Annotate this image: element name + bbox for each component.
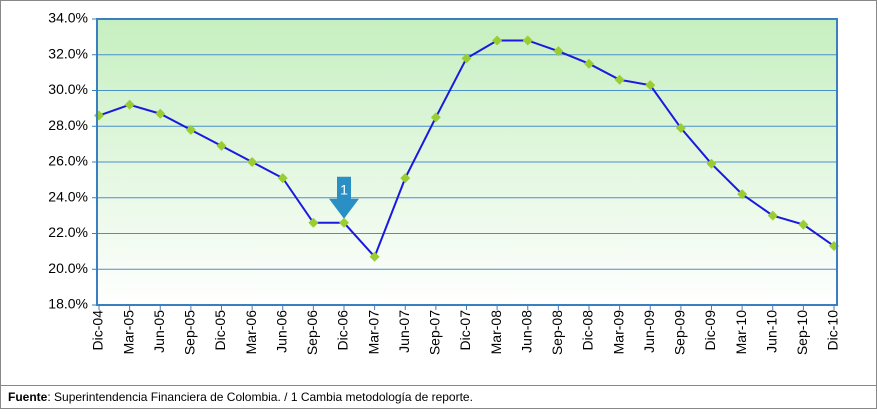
x-tick-label: Sep-09 xyxy=(672,310,688,355)
marker xyxy=(706,158,717,169)
y-tick-label: 32.0% xyxy=(48,45,88,61)
marker xyxy=(614,74,625,85)
marker xyxy=(185,124,196,135)
marker xyxy=(492,35,503,46)
marker xyxy=(369,251,380,262)
x-tick-label: Jun-10 xyxy=(763,310,779,353)
x-tick-label: Dic-04 xyxy=(90,310,106,351)
marker xyxy=(553,46,564,57)
x-tick-label: Dic-08 xyxy=(580,310,596,351)
marker xyxy=(522,35,533,46)
x-tick-label: Mar-05 xyxy=(120,310,136,355)
x-tick-label: Sep-05 xyxy=(182,310,198,355)
x-tick-label: Mar-10 xyxy=(733,310,749,355)
y-tick-label: 26.0% xyxy=(48,153,88,169)
marker xyxy=(308,217,319,228)
x-tick-label: Mar-09 xyxy=(610,310,626,355)
marker xyxy=(798,219,809,230)
source: Fuente: Superintendencia Financiera de C… xyxy=(8,390,473,404)
x-tick-label: Sep-08 xyxy=(549,310,565,355)
x-tick-label: Dic-05 xyxy=(212,310,228,351)
x-tick-label: Mar-06 xyxy=(243,310,259,355)
marker xyxy=(737,189,748,200)
x-tick-label: Dic-09 xyxy=(702,310,718,351)
x-tick-label: Dic-07 xyxy=(457,310,473,351)
marker xyxy=(155,108,166,119)
marker xyxy=(767,210,778,221)
y-tick-label: 34.0% xyxy=(48,10,88,26)
y-tick-label: 20.0% xyxy=(48,260,88,276)
plot-border xyxy=(96,18,838,306)
marker xyxy=(277,173,288,184)
marker xyxy=(400,173,411,184)
annotation-arrow xyxy=(329,176,359,219)
marker xyxy=(461,53,472,64)
x-tick-label: Dic-06 xyxy=(335,310,351,351)
x-tick-label: Mar-08 xyxy=(488,310,504,355)
marker xyxy=(124,99,135,110)
x-tick-label: Sep-07 xyxy=(427,310,443,355)
x-tick-label: Sep-10 xyxy=(794,310,810,355)
marker xyxy=(247,157,258,167)
x-tick-label: Jun-07 xyxy=(396,310,412,353)
annotation: 1 xyxy=(340,181,348,197)
x-tick-label: Jun-08 xyxy=(518,310,534,353)
marker xyxy=(216,140,227,151)
y-tick-label: 28.0% xyxy=(48,117,88,133)
marker xyxy=(430,112,441,123)
x-tick-label: Dic-10 xyxy=(825,310,841,351)
marker xyxy=(339,217,349,228)
y-tick-label: 30.0% xyxy=(48,81,88,97)
x-tick-label: Mar-07 xyxy=(365,310,381,355)
marker xyxy=(675,123,686,134)
y-tick-label: 24.0% xyxy=(48,188,88,204)
y-tick-label: 18.0% xyxy=(48,296,88,312)
x-tick-label: Jun-05 xyxy=(151,310,167,353)
source-label: Fuente xyxy=(8,390,48,404)
y-tick-label: 22.0% xyxy=(48,224,88,240)
x-tick-label: Sep-06 xyxy=(304,310,320,355)
marker xyxy=(645,80,656,91)
x-tick-label: Jun-09 xyxy=(641,310,657,353)
source-text: : Superintendencia Financiera de Colombi… xyxy=(47,390,473,404)
marker xyxy=(584,58,594,69)
x-tick-label: Jun-06 xyxy=(273,310,289,353)
